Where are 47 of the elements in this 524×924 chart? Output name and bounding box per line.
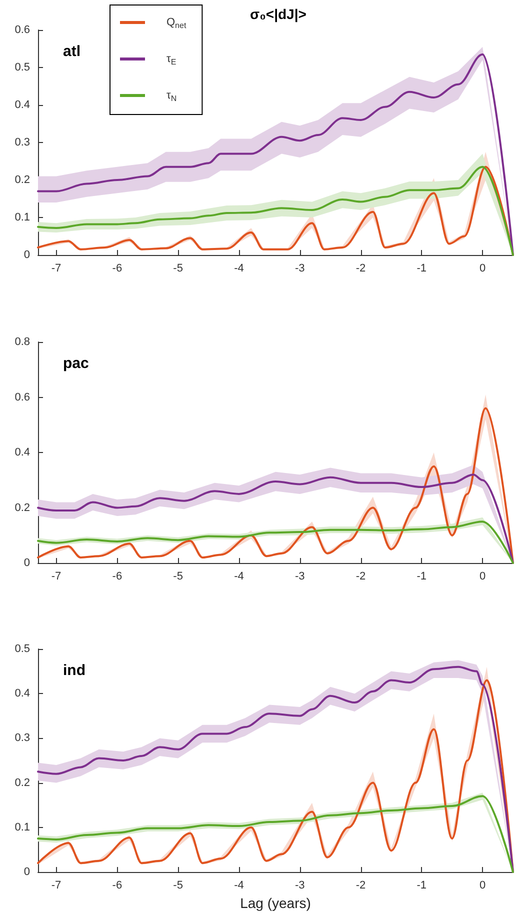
chart-title: σ₀<|dJ|> [250, 6, 306, 23]
y-tick-label: 0.2 [14, 776, 30, 789]
x-tick-label: -3 [294, 262, 305, 274]
x-tick-label: -4 [234, 570, 244, 582]
x-tick-label: 0 [479, 570, 486, 582]
x-tick-label: -6 [112, 570, 122, 582]
y-tick-label: 0 [24, 249, 30, 261]
x-tick-label: -7 [51, 262, 62, 274]
y-tick-label: 0.1 [14, 821, 30, 834]
y-tick-label: 0 [24, 557, 30, 569]
y-tick-label: 0.6 [14, 24, 30, 36]
annotation: atl [63, 43, 81, 60]
x-tick-label: -2 [356, 570, 366, 582]
x-tick-label: -1 [416, 262, 427, 274]
x-tick-label: -1 [416, 570, 427, 582]
y-tick-label: 0.3 [14, 136, 30, 148]
x-tick-label: 0 [479, 262, 486, 274]
annotation: ind [63, 662, 86, 679]
x-tick-label: -2 [356, 262, 366, 274]
x-tick-label: -6 [112, 262, 122, 274]
x-axis-title: Lag (years) [240, 895, 311, 911]
x-tick-label: -3 [294, 880, 305, 892]
annotation: pac [63, 355, 89, 372]
y-tick-label: 0.4 [14, 446, 30, 458]
y-tick-label: 0.4 [14, 99, 30, 111]
x-tick-label: -4 [234, 262, 244, 274]
x-tick-label: -6 [112, 880, 122, 892]
y-tick-label: 0.8 [14, 336, 30, 348]
x-tick-label: -2 [356, 880, 366, 892]
x-tick-label: -5 [173, 880, 183, 892]
x-tick-label: -3 [294, 570, 305, 582]
y-tick-label: 0.2 [14, 174, 30, 186]
x-tick-label: 0 [479, 880, 486, 892]
x-tick-label: -7 [51, 570, 62, 582]
y-tick-label: 0.2 [14, 502, 30, 514]
x-tick-label: -5 [173, 262, 183, 274]
y-tick-label: 0.4 [14, 688, 30, 700]
y-tick-label: 0.5 [14, 643, 30, 655]
x-tick-label: -1 [416, 880, 427, 892]
x-tick-label: -4 [234, 880, 244, 892]
y-tick-label: 0.3 [14, 732, 30, 744]
y-tick-label: 0.1 [14, 212, 30, 224]
x-tick-label: -5 [173, 570, 183, 582]
x-tick-label: -7 [51, 880, 62, 892]
y-tick-label: 0 [24, 866, 30, 878]
y-tick-label: 0.6 [14, 391, 30, 404]
y-tick-label: 0.5 [14, 62, 30, 74]
